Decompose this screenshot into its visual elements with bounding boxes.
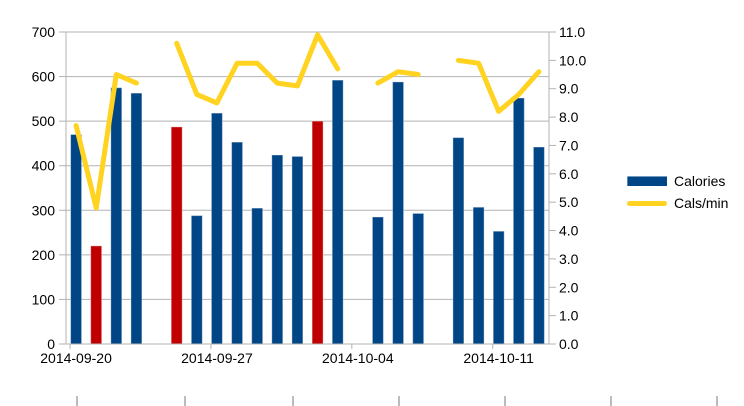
right-axis-tick-label: 2.0: [559, 279, 579, 295]
right-axis-tick-label: 7.0: [559, 137, 579, 153]
legend-item-calories: Calories: [627, 174, 728, 188]
left-axis-tick-label: 0: [47, 336, 55, 352]
legend: Calories Cals/min: [627, 174, 728, 218]
left-axis-tick-label: 100: [32, 291, 56, 307]
calories-bar-2014-10-07: [412, 212, 425, 345]
calories-bar-2014-09-28: [231, 141, 244, 345]
right-axis-tick-label: 10.0: [559, 52, 586, 68]
calories-bar-2014-10-12: [512, 97, 525, 345]
calories-series-swatch: [627, 176, 667, 186]
legend-item-cals-per-min: Cals/min: [627, 196, 728, 210]
calories-bar-2014-09-25: [170, 126, 183, 345]
right-axis-tick-label: 3.0: [559, 251, 579, 267]
calories-bar-2014-10-09: [452, 137, 465, 345]
calories-bar-2014-09-21: [90, 245, 103, 345]
x-axis-date-label: 2014-09-20: [40, 350, 112, 366]
calories-bar-2014-10-10: [472, 206, 485, 345]
right-axis-tick-label: 6.0: [559, 166, 579, 182]
calories-bar-2014-09-27: [210, 112, 223, 345]
left-axis-tick-label: 200: [32, 247, 56, 263]
cals-per-min-line: [174, 32, 341, 106]
right-axis-tick-label: 8.0: [559, 109, 579, 125]
calories-bar-2014-10-01: [291, 155, 304, 345]
calories-legend-label: Calories: [674, 173, 726, 189]
calories-bar-2014-09-22: [110, 87, 123, 345]
calories-bar-2014-09-23: [130, 92, 143, 345]
calories-bar-2014-09-30: [271, 154, 284, 345]
left-axis-tick-label: 300: [32, 202, 56, 218]
right-axis-tick-label: 5.0: [559, 194, 579, 210]
calories-bar-2014-10-05: [371, 216, 384, 345]
calories-bar-2014-09-29: [251, 207, 264, 345]
right-axis-tick-label: 9.0: [559, 81, 579, 97]
calories-bar-2014-10-11: [492, 230, 505, 345]
calories-bar-2014-09-26: [190, 215, 203, 345]
calories-bar-2014-10-02: [311, 120, 324, 345]
right-axis-tick-label: 0.0: [559, 336, 579, 352]
cals-per-min-line: [455, 57, 542, 114]
left-axis-tick-label: 600: [32, 69, 56, 85]
x-axis-date-label: 2014-09-27: [181, 350, 253, 366]
cals-per-min-legend-label: Cals/min: [674, 195, 729, 211]
left-axis-tick-label: 700: [32, 24, 56, 40]
x-axis-date-label: 2014-10-11: [463, 350, 534, 366]
calories-bar-2014-10-13: [532, 146, 545, 345]
left-axis-tick-label: 400: [32, 158, 56, 174]
calories-bar-2014-10-06: [392, 81, 405, 345]
right-axis-tick-label: 11.0: [559, 24, 585, 40]
calories-bar-2014-10-03: [331, 79, 344, 345]
cals-per-min-series-swatch: [627, 200, 667, 206]
calories-bar-2014-09-20: [70, 134, 83, 345]
right-axis-tick-label: 1.0: [559, 308, 579, 324]
x-axis-date-label: 2014-10-04: [322, 350, 394, 366]
cals-per-min-line: [375, 69, 421, 86]
right-axis-tick-label: 4.0: [559, 223, 579, 239]
cals-per-min-line: [73, 72, 139, 211]
left-axis-tick-label: 500: [32, 113, 56, 129]
